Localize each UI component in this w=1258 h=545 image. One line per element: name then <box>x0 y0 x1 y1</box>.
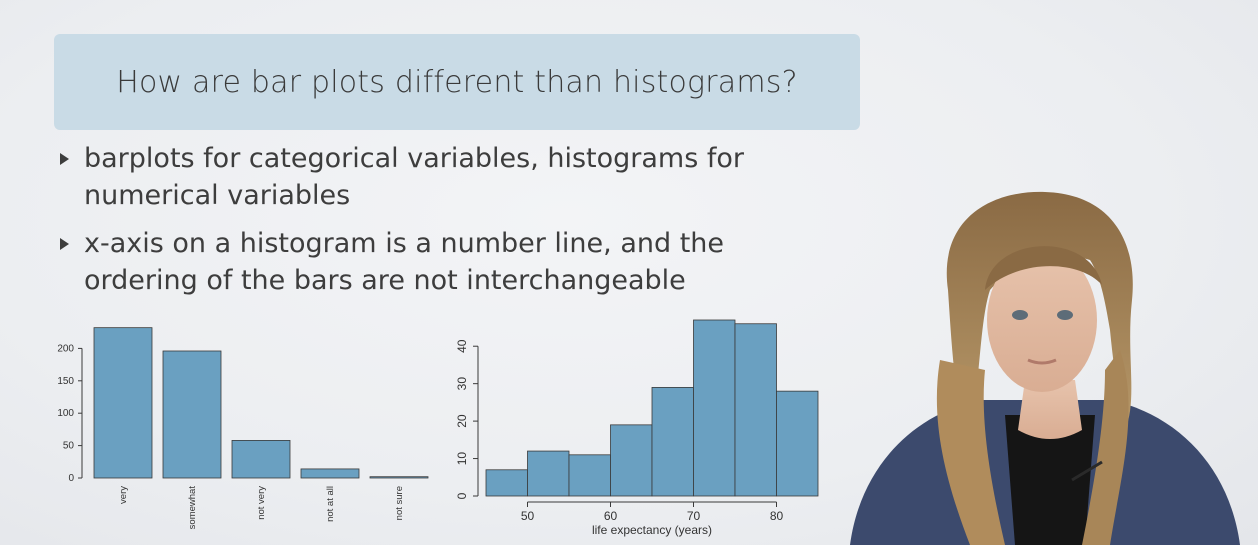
x-tick-label: 70 <box>687 509 701 523</box>
y-tick-label: 50 <box>63 441 75 452</box>
x-category-label: not sure <box>394 486 405 520</box>
y-tick-label: 0 <box>68 473 74 484</box>
histogram-bar <box>485 469 528 497</box>
histogram-bar <box>693 319 736 497</box>
x-category-label: somewhat <box>187 486 198 530</box>
bullet-item: barplots for categorical variables, hist… <box>56 140 836 214</box>
histogram-bar <box>651 387 694 497</box>
bar <box>231 440 291 479</box>
y-tick-label: 10 <box>455 452 469 466</box>
bullet-arrow-icon <box>60 238 69 250</box>
x-tick-label: 80 <box>770 509 784 523</box>
slide-title-bar: How are bar plots different than histogr… <box>54 34 860 130</box>
x-category-label: not very <box>256 486 267 520</box>
y-tick-label: 0 <box>455 492 469 499</box>
x-category-label: very <box>118 486 129 504</box>
bullet-text: x-axis on a histogram is a number line, … <box>84 228 725 296</box>
x-axis-label: life expectancy (years) <box>592 523 712 537</box>
y-tick-label: 100 <box>57 408 74 419</box>
histogram-bar <box>527 450 570 497</box>
barplot-chart: 0 50 100 150 200 very somewhat not very not at a… <box>57 327 429 530</box>
slide-title: How are bar plots different than histogr… <box>116 64 798 100</box>
y-tick-label: 20 <box>455 414 469 428</box>
bullet-text: barplots for categorical variables, hist… <box>84 143 745 211</box>
bar <box>369 476 429 479</box>
bullet-item: x-axis on a histogram is a number line, … <box>56 225 836 299</box>
histogram-chart: 50 60 70 80 life expectancy (years) 0 10 20 30 40 <box>455 319 819 537</box>
bullet-arrow-icon <box>60 153 69 165</box>
x-category-label: not at all <box>325 486 336 522</box>
histogram-bar <box>568 454 611 497</box>
y-tick-label: 30 <box>455 377 469 391</box>
presenter-video <box>850 191 1240 545</box>
bar <box>93 327 153 479</box>
bar <box>300 468 360 479</box>
y-tick-label: 200 <box>57 343 74 354</box>
y-tick-label: 150 <box>57 376 74 387</box>
histogram-bar <box>776 390 819 497</box>
histogram-bar <box>610 424 653 497</box>
x-tick-label: 50 <box>521 509 535 523</box>
x-tick-label: 60 <box>604 509 618 523</box>
y-tick-label: 40 <box>455 339 469 353</box>
bullet-list: barplots for categorical variables, hist… <box>56 140 836 310</box>
histogram-bar <box>734 323 777 497</box>
bar <box>162 350 222 479</box>
